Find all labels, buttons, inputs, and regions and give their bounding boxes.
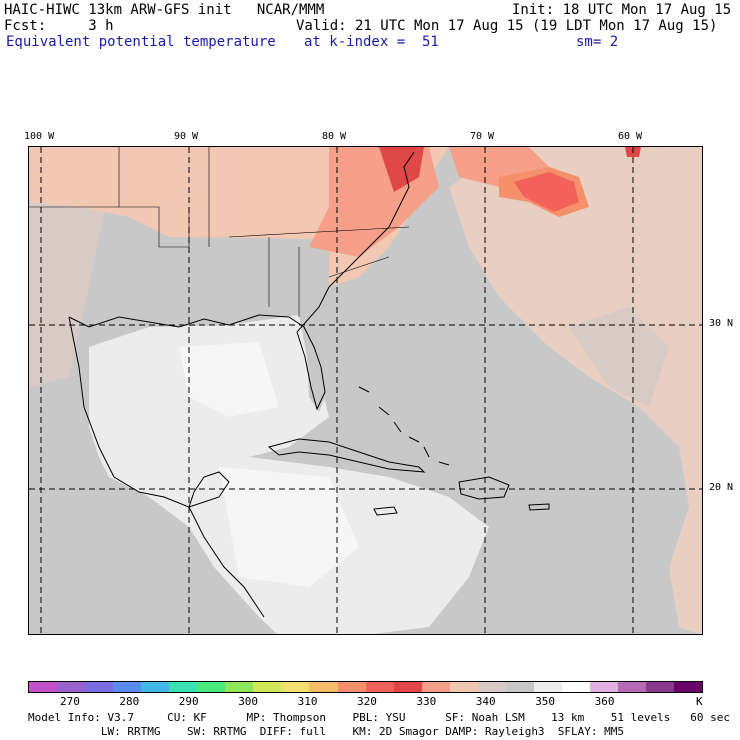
mid-atlantic-hot bbox=[379, 147, 424, 192]
yucatan-outline bbox=[188, 471, 230, 508]
model-info-line2: LW: RRTMG SW: RRTMG DIFF: full KM: 2D Sm… bbox=[28, 725, 625, 738]
colorbar-tick-label: 280 bbox=[119, 695, 140, 708]
us-southeast-gray bbox=[169, 237, 329, 307]
colorbar-swatch-0 bbox=[29, 682, 58, 692]
valid-time: Valid: 21 UTC Mon 17 Aug 15 (19 LDT Mon … bbox=[296, 18, 718, 34]
lon-label-70w: 70 W bbox=[470, 131, 495, 142]
theta-e-map bbox=[29, 147, 702, 634]
colorbar-swatch-3 bbox=[113, 682, 142, 692]
atlantic-coastline bbox=[296, 151, 415, 333]
colorbar-swatch-9 bbox=[281, 682, 310, 692]
atlantic-hot-spot bbox=[514, 172, 579, 212]
hispaniola-outline bbox=[458, 476, 510, 500]
model-info-line1: Model Info: V3.7 CU: KF MP: Thompson PBL… bbox=[28, 711, 730, 724]
lat-label-30n: 30 N bbox=[709, 318, 734, 329]
colorbar-tick-label: 300 bbox=[238, 695, 259, 708]
colorbar-swatch-19 bbox=[561, 682, 590, 692]
colorbar-swatch-11 bbox=[337, 682, 366, 692]
colorbar-swatch-22 bbox=[646, 682, 675, 692]
map-panel bbox=[28, 146, 703, 635]
colorbar-tick-label: 320 bbox=[357, 695, 377, 708]
gulf-coastline bbox=[68, 314, 326, 411]
colorbar-swatch-13 bbox=[393, 682, 422, 692]
colorbar-swatch-23 bbox=[674, 682, 703, 692]
smoothing: sm= 2 bbox=[576, 34, 619, 50]
colorbar-tick-label: 270 bbox=[60, 695, 80, 708]
colorbar-swatch-18 bbox=[533, 682, 562, 692]
mexico-field bbox=[29, 197, 277, 634]
colorbar-swatch-6 bbox=[197, 682, 226, 692]
colorbar-tick-label: 340 bbox=[475, 695, 496, 708]
puerto-rico-outline bbox=[528, 503, 550, 511]
colorbar-swatch-7 bbox=[225, 682, 254, 692]
colorbar-unit: K bbox=[696, 695, 703, 708]
atlantic-patch bbox=[569, 307, 669, 407]
caribbean-white bbox=[219, 467, 359, 587]
level-index: at k-index = 51 bbox=[304, 34, 439, 50]
colorbar-swatch-14 bbox=[421, 682, 450, 692]
colorbar-tick-label: 290 bbox=[178, 695, 199, 708]
state-borders bbox=[29, 147, 410, 317]
lon-label-90w: 90 W bbox=[174, 131, 199, 142]
florida-peninsula bbox=[299, 312, 334, 412]
east-atlantic-warm-band bbox=[449, 147, 702, 634]
lon-label-100w: 100 W bbox=[24, 131, 55, 142]
mexico-north-field bbox=[29, 187, 109, 387]
colorbar-swatch-17 bbox=[505, 682, 534, 692]
colorbar-swatch-16 bbox=[477, 682, 506, 692]
lat-label-20n: 20 N bbox=[709, 482, 734, 493]
colorbar-swatch-15 bbox=[449, 682, 478, 692]
colorbar-tick-label: 360 bbox=[594, 695, 615, 708]
colorbar bbox=[28, 681, 703, 693]
colorbar-swatch-2 bbox=[85, 682, 114, 692]
forecast-hour: Fcst: 3 h bbox=[4, 18, 114, 34]
colorbar-tick-label: 310 bbox=[297, 695, 318, 708]
colorbar-swatch-12 bbox=[365, 682, 394, 692]
colorbar-swatch-21 bbox=[617, 682, 647, 692]
central-gulf-white bbox=[179, 342, 279, 417]
colorbar-swatch-1 bbox=[57, 682, 86, 692]
bahamas-outline bbox=[358, 386, 450, 466]
lat-lon-grid bbox=[29, 147, 702, 634]
field-name: Equivalent potential temperature bbox=[6, 34, 276, 50]
colorbar-swatch-4 bbox=[141, 682, 170, 692]
jamaica-outline bbox=[373, 506, 398, 516]
colorbar-swatch-5 bbox=[169, 682, 198, 692]
colorbar-tick-label: 330 bbox=[416, 695, 437, 708]
cuba-outline bbox=[267, 438, 426, 473]
init-time: Init: 18 UTC Mon 17 Aug 15 bbox=[512, 2, 732, 18]
colorbar-swatch-20 bbox=[589, 682, 618, 692]
lon-label-80w: 80 W bbox=[322, 131, 347, 142]
mexico-coastline bbox=[68, 316, 265, 618]
model-title: HAIC-HIWC 13km ARW-GFS init NCAR/MMM bbox=[4, 2, 325, 18]
lon-label-60w: 60 W bbox=[618, 131, 643, 142]
colorbar-swatch-8 bbox=[253, 682, 282, 692]
colorbar-tick-label: 350 bbox=[535, 695, 556, 708]
colorbar-swatch-10 bbox=[309, 682, 338, 692]
